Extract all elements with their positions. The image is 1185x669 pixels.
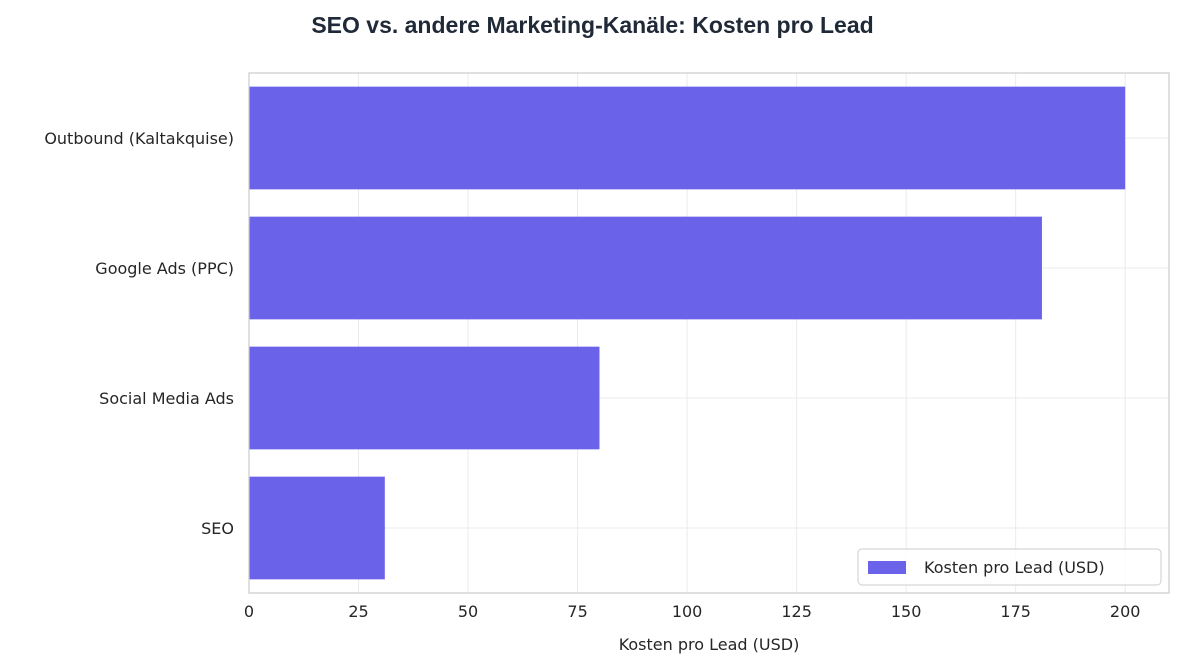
x-tick-label: 25 — [348, 602, 368, 621]
x-tick-label: 75 — [567, 602, 587, 621]
x-axis-label: Kosten pro Lead (USD) — [619, 635, 800, 654]
y-tick-label: SEO — [201, 519, 234, 538]
legend-label: Kosten pro Lead (USD) — [924, 558, 1105, 577]
x-tick-label: 150 — [891, 602, 922, 621]
x-tick-label: 100 — [672, 602, 703, 621]
legend-swatch — [868, 561, 906, 574]
bar-social-media-ads — [249, 346, 600, 450]
bar-seo — [249, 476, 385, 580]
chart-title: SEO vs. andere Marketing-Kanäle: Kosten … — [311, 12, 874, 38]
bar-google-ads-ppc — [249, 216, 1042, 320]
x-tick-label: 50 — [458, 602, 478, 621]
y-tick-label: Social Media Ads — [99, 389, 234, 408]
x-tick-label: 200 — [1110, 602, 1141, 621]
legend-box — [857, 548, 1162, 586]
y-tick-label: Outbound (Kaltakquise) — [44, 129, 234, 148]
plot-frame — [248, 72, 1170, 594]
x-tick-label: 0 — [244, 602, 254, 621]
bar-outbound-kaltakquise — [249, 86, 1126, 190]
y-tick-label: Google Ads (PPC) — [95, 259, 234, 278]
x-tick-label: 125 — [781, 602, 812, 621]
x-tick-label: 175 — [1000, 602, 1031, 621]
